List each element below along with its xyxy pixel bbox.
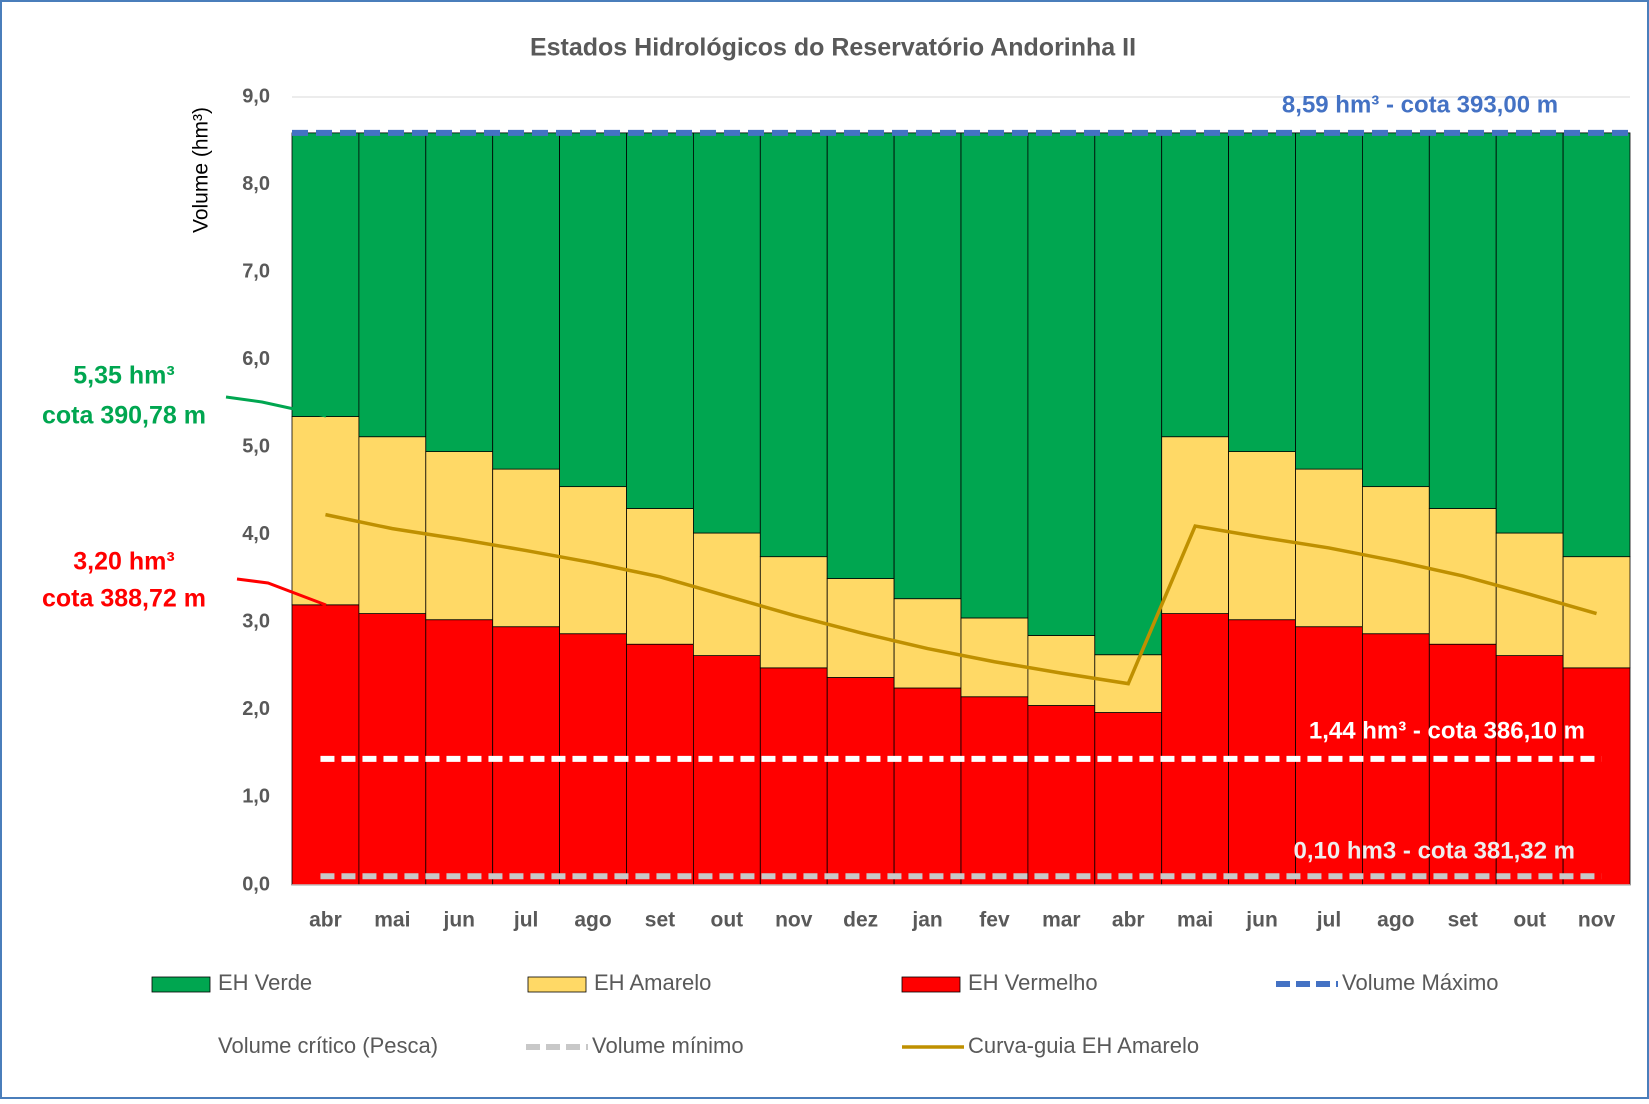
legend-label: EH Vermelho [968, 970, 1098, 995]
legend-label: Volume Máximo [1342, 970, 1499, 995]
bar-segment [960, 132, 1029, 619]
bar-segment [1094, 132, 1163, 656]
annotation: 0,10 hm3 - cota 381,32 m [1294, 837, 1575, 864]
y-tick-label: 1,0 [242, 786, 270, 808]
bar-segment [759, 132, 828, 558]
bar-segment [1161, 613, 1229, 886]
x-tick-label: set [1448, 909, 1478, 932]
x-tick-label: mai [374, 909, 410, 932]
y-tick-label: 8,0 [242, 173, 270, 195]
y-tick-label: 6,0 [242, 348, 270, 370]
bar-segment [693, 132, 761, 534]
y-tick-label: 5,0 [242, 436, 270, 458]
guide-curve [325, 512, 1598, 686]
x-tick-label: out [711, 909, 744, 932]
x-tick-label: jul [1316, 909, 1342, 932]
legend-swatch [151, 976, 211, 993]
x-tick-label: jul [513, 909, 539, 932]
legend-swatch [527, 976, 587, 993]
x-tick-label: out [1513, 909, 1546, 932]
y-tick-label: 3,0 [242, 611, 270, 633]
legend-label: Curva-guia EH Amarelo [968, 1033, 1199, 1058]
bar-segment [826, 132, 895, 579]
bar-segment [358, 132, 427, 438]
bar-segment [1094, 712, 1163, 886]
y-tick-label: 4,0 [242, 523, 270, 545]
bar-segment [759, 556, 828, 669]
leader-line [236, 577, 327, 607]
x-tick-label: ago [574, 909, 611, 932]
annotation: 3,20 hm³ [73, 548, 174, 576]
bar-segment [1228, 619, 1296, 886]
legend-label: Volume crítico (Pesca) [218, 1033, 438, 1058]
bar-segment [425, 132, 494, 452]
x-tick-label: mai [1177, 909, 1213, 932]
bar-segment [626, 132, 694, 509]
leader-line [225, 395, 327, 418]
annotation: 5,35 hm³ [73, 362, 174, 390]
bar-segment [1027, 132, 1096, 636]
bar-segment [492, 132, 561, 470]
bar-segment [291, 416, 360, 606]
y-tick-label: 2,0 [242, 698, 270, 720]
x-tick-label: nov [775, 909, 813, 932]
bar-segment [1562, 667, 1631, 886]
x-tick-label: jun [1245, 909, 1278, 932]
bar-segment [291, 132, 360, 417]
bar-segment [1428, 132, 1497, 509]
legend-swatch [901, 976, 961, 993]
x-tick-label: jun [443, 909, 476, 932]
x-tick-label: mar [1042, 909, 1081, 932]
legend-label: EH Verde [218, 970, 312, 995]
bar-segment [1161, 132, 1229, 438]
x-tick-label: abr [309, 909, 342, 932]
bar-segment [1562, 132, 1631, 558]
bar-segment [1228, 132, 1296, 452]
y-axis-label: Volume (hm³) [190, 107, 213, 233]
x-tick-label: set [645, 909, 675, 932]
legend-label: EH Amarelo [594, 970, 711, 995]
y-tick-label: 9,0 [242, 85, 270, 107]
bar-segment [358, 613, 427, 886]
annotation: 1,44 hm³ - cota 386,10 m [1309, 717, 1585, 744]
chart-title: Estados Hidrológicos do Reservatório And… [530, 34, 1136, 62]
annotation: 8,59 hm³ - cota 393,00 m [1282, 91, 1558, 118]
bar-segment [291, 604, 360, 886]
bar-segment [1295, 132, 1363, 470]
x-tick-label: fev [979, 909, 1010, 932]
annotation: cota 388,72 m [42, 585, 206, 613]
bar-segment [1362, 132, 1430, 488]
y-tick-label: 7,0 [242, 260, 270, 282]
x-tick-label: dez [843, 909, 878, 932]
bar-segment [1495, 655, 1564, 886]
legend-label: Volume mínimo [592, 1033, 744, 1058]
x-tick-label: jan [911, 909, 942, 932]
bar-segment [559, 132, 627, 488]
bar-segment [960, 696, 1029, 886]
bar-segment [826, 677, 895, 886]
y-tick-label: 0,0 [242, 873, 270, 895]
bar-segment [893, 132, 962, 600]
bar-segment [1495, 132, 1564, 534]
bar-segment [893, 687, 962, 886]
bar-segment [759, 667, 828, 886]
annotation: cota 390,78 m [42, 402, 206, 430]
x-tick-label: nov [1578, 909, 1616, 932]
bar-segment [425, 619, 494, 886]
bar-segment [492, 626, 561, 886]
bar-segment [1295, 626, 1363, 886]
x-tick-label: ago [1377, 909, 1414, 932]
x-tick-label: abr [1112, 909, 1145, 932]
bar-segment [1428, 643, 1497, 886]
bar-segment [693, 655, 761, 886]
bar-segment [626, 643, 694, 886]
bar-segment [1027, 705, 1096, 886]
